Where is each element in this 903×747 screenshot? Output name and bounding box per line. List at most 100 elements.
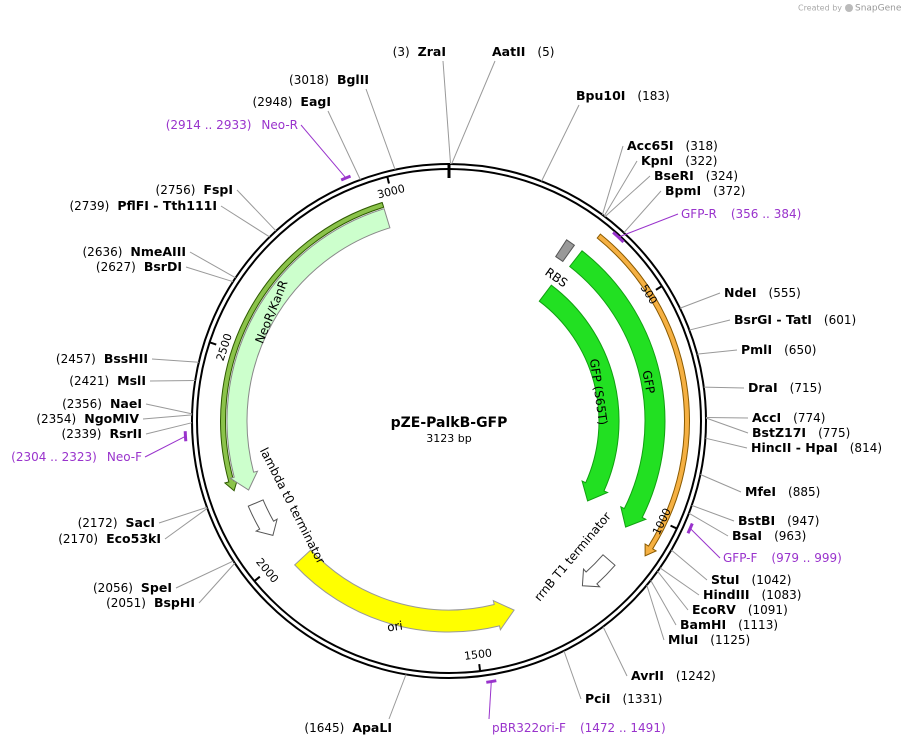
site-leader xyxy=(705,437,748,449)
site-label: (2756) FspI xyxy=(156,182,233,197)
site-label: (2636) NmeAIII xyxy=(83,244,187,259)
site-label: EcoRV (1091) xyxy=(692,602,788,617)
primer-leader xyxy=(689,528,721,559)
site-label: KpnI (322) xyxy=(641,153,717,168)
primer-leader xyxy=(300,124,347,179)
primer-label: pBR322ori-F (1472 .. 1491) xyxy=(492,721,666,735)
site-leader xyxy=(602,626,628,677)
site-position: (2056) xyxy=(93,581,133,595)
site-label: Bpu10I (183) xyxy=(576,88,670,103)
site-name: PflFI - Tth111I xyxy=(117,198,217,213)
site-label: (3018) BglII xyxy=(289,72,369,87)
rbs-box xyxy=(555,239,576,263)
site-position: (715) xyxy=(790,381,822,395)
site-name: NgoMIV xyxy=(84,411,139,426)
site-leader xyxy=(236,189,277,232)
site-label: BstBI (947) xyxy=(738,513,819,528)
site-position: (947) xyxy=(787,514,819,528)
primer-range: (2914 .. 2933) xyxy=(166,118,252,132)
feature-arrow xyxy=(220,201,385,492)
primer-name: GFP-F xyxy=(723,551,758,565)
site-label: StuI (1042) xyxy=(711,572,791,587)
site-name: BstZ17I xyxy=(752,425,806,440)
plasmid-name: pZE-PalkB-GFP xyxy=(391,415,508,431)
site-leader xyxy=(691,504,735,522)
site-leader xyxy=(623,190,662,234)
tick-mark xyxy=(655,285,663,291)
site-position: (183) xyxy=(637,89,669,103)
site-leader xyxy=(185,266,234,283)
brand: SnapGene xyxy=(855,4,902,14)
site-label: NdeI (555) xyxy=(724,285,801,300)
site-label: (2421) MslI xyxy=(69,373,146,388)
site-leader xyxy=(646,584,665,641)
site-name: MluI xyxy=(668,632,698,647)
site-position: (3) xyxy=(393,45,410,59)
site-position: (774) xyxy=(793,411,825,425)
site-leader xyxy=(657,570,689,611)
site-position: (2636) xyxy=(83,245,123,259)
tick-mark xyxy=(253,575,261,582)
site-leader xyxy=(679,292,721,309)
site-leader xyxy=(145,422,193,435)
site-name: ApaLI xyxy=(352,720,392,735)
feature-arrow xyxy=(596,233,690,557)
site-label: Acc65I (318) xyxy=(627,138,718,153)
site-name: BsrGI - TatI xyxy=(734,312,812,327)
site-position: (2457) xyxy=(56,352,96,366)
site-leader xyxy=(142,414,193,420)
site-name: RsrII xyxy=(109,426,142,441)
site-label: BsrGI - TatI (601) xyxy=(734,312,856,327)
credit: Created by xyxy=(798,4,842,13)
feature-arrow xyxy=(581,554,616,588)
site-name: ZraI xyxy=(418,44,446,59)
site-leader xyxy=(151,358,199,363)
site-label: BsaI (963) xyxy=(732,528,806,543)
primer-label: (2304 .. 2323) Neo-F xyxy=(11,450,142,464)
tick-mark xyxy=(478,664,482,672)
site-name: Acc65I xyxy=(627,138,674,153)
primer-label: GFP-F (979 .. 999) xyxy=(723,551,842,565)
site-label: BamHI (1113) xyxy=(680,617,778,632)
feature-arrow xyxy=(538,284,620,502)
primer-range: (356 .. 384) xyxy=(731,207,801,221)
site-label: (2339) RsrII xyxy=(62,426,142,441)
brand-logo xyxy=(845,4,853,12)
site-label: MluI (1125) xyxy=(668,632,750,647)
site-label: HindIII (1083) xyxy=(703,587,801,602)
primer-range: (1472 .. 1491) xyxy=(580,721,666,735)
primer-leader xyxy=(144,435,186,458)
site-leader xyxy=(689,319,731,331)
site-label: (2354) NgoMIV xyxy=(36,411,139,426)
primer-mark xyxy=(340,174,352,182)
site-position: (1242) xyxy=(676,669,716,683)
site-leader xyxy=(158,506,208,524)
site-label: (2051) BspHI xyxy=(106,595,195,610)
site-name: BseRI xyxy=(654,168,694,183)
site-position: (775) xyxy=(818,426,850,440)
primer-mark xyxy=(686,522,694,534)
site-leader xyxy=(220,205,270,238)
site-name: KpnI xyxy=(641,153,673,168)
site-name: NaeI xyxy=(110,396,142,411)
primer-range: (979 .. 999) xyxy=(771,551,841,565)
site-name: AvrII xyxy=(631,668,664,683)
site-leader xyxy=(563,650,582,700)
site-label: (2356) NaeI xyxy=(62,396,142,411)
site-leader xyxy=(603,160,638,217)
site-position: (1113) xyxy=(738,618,778,632)
site-name: SpeI xyxy=(141,580,172,595)
site-name: NmeAIII xyxy=(130,244,186,259)
primer-label: GFP-R (356 .. 384) xyxy=(681,207,801,221)
site-label: AccI (774) xyxy=(752,410,825,425)
site-name: AccI xyxy=(752,410,781,425)
site-name: MslI xyxy=(117,373,146,388)
site-label: BseRI (324) xyxy=(654,168,738,183)
site-position: (1083) xyxy=(762,588,802,602)
tick-mark xyxy=(386,176,390,184)
site-label: PciI (1331) xyxy=(585,691,662,706)
site-position: (2356) xyxy=(62,397,102,411)
primer-leader xyxy=(618,213,679,238)
site-leader xyxy=(388,674,407,720)
